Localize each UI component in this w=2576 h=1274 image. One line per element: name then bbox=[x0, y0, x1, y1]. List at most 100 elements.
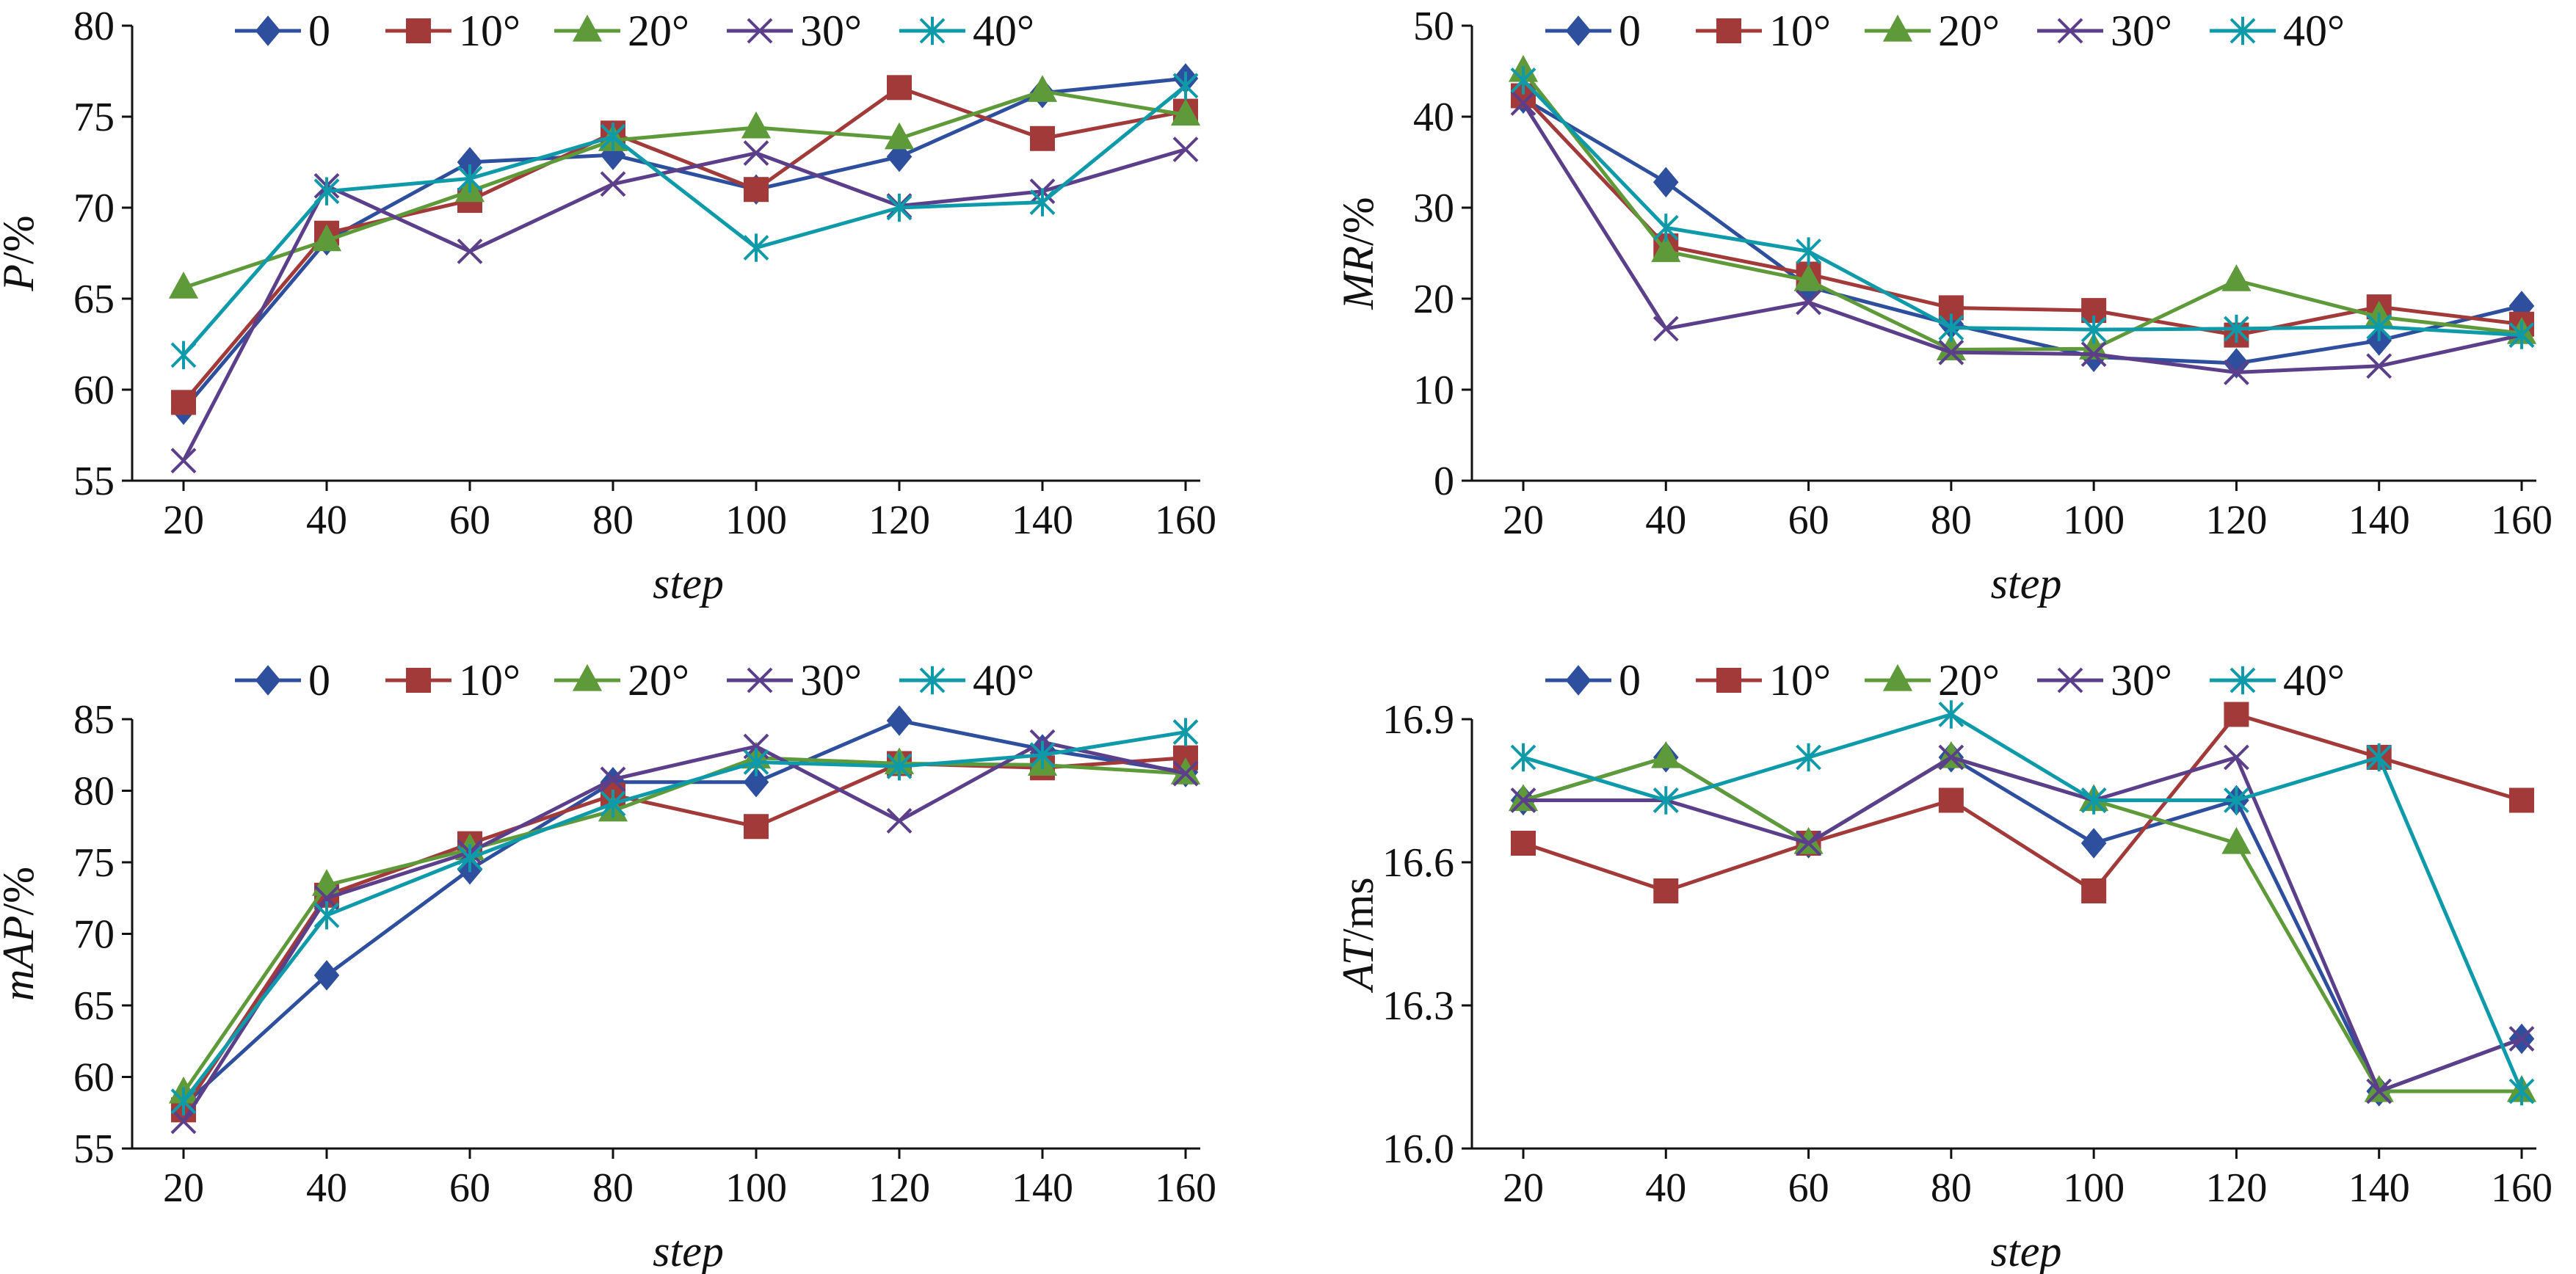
x-tick-label: 120 bbox=[868, 498, 930, 543]
series-line bbox=[183, 89, 1186, 290]
data-point bbox=[1508, 784, 1539, 812]
data-point bbox=[887, 75, 912, 101]
legend-marker bbox=[919, 16, 946, 46]
data-point bbox=[1172, 718, 1199, 746]
data-point bbox=[743, 748, 769, 776]
x-tick-label: 160 bbox=[2491, 1165, 2553, 1211]
legend-label: 10° bbox=[459, 656, 520, 705]
legend-marker bbox=[2057, 667, 2083, 694]
legend-label: 0 bbox=[1619, 7, 1641, 55]
legend-marker bbox=[747, 667, 773, 694]
legend: 0 10° 20° 30° 40° bbox=[235, 7, 1034, 55]
legend-label: 20° bbox=[628, 656, 689, 705]
x-tick-label: 40 bbox=[306, 1165, 347, 1211]
data-point bbox=[2080, 786, 2107, 815]
series-line bbox=[182, 84, 1187, 357]
x-tick-label: 20 bbox=[1503, 1165, 1544, 1211]
series-line bbox=[1521, 102, 2522, 374]
y-axis-title: P/% bbox=[0, 215, 43, 291]
legend-label: 10° bbox=[1769, 656, 1831, 705]
series-20deg bbox=[168, 75, 1201, 299]
data-point bbox=[1029, 740, 1056, 769]
series-20deg bbox=[1508, 54, 2537, 361]
x-tick-label: 140 bbox=[2348, 498, 2410, 543]
x-tick-label: 40 bbox=[1645, 498, 1686, 543]
data-point bbox=[2508, 321, 2535, 349]
legend-label: 20° bbox=[1938, 7, 2000, 55]
legend-marker bbox=[1882, 663, 1913, 691]
series-line bbox=[1523, 713, 2524, 1092]
legend-label: 40° bbox=[2283, 7, 2345, 55]
data-point bbox=[886, 141, 913, 172]
data-point bbox=[2366, 743, 2392, 772]
legend-label: 40° bbox=[973, 7, 1034, 55]
series-line bbox=[182, 85, 1186, 404]
legend-marker bbox=[1565, 15, 1592, 46]
y-axis-symbol: MR bbox=[1334, 246, 1382, 310]
data-point bbox=[884, 122, 915, 150]
data-point bbox=[170, 341, 197, 370]
series-40deg bbox=[170, 71, 1199, 370]
x-axis-title: step bbox=[1991, 1227, 2062, 1274]
data-point bbox=[743, 233, 769, 262]
legend-marker bbox=[2057, 18, 2083, 44]
legend-marker bbox=[406, 18, 431, 43]
y-tick-label: 80 bbox=[73, 4, 115, 49]
legend-marker bbox=[572, 663, 603, 691]
data-point bbox=[1652, 786, 1679, 815]
data-point bbox=[2224, 744, 2249, 771]
data-point bbox=[744, 814, 769, 840]
x-tick-label: 160 bbox=[1155, 1165, 1216, 1211]
data-point bbox=[1652, 167, 1679, 198]
data-point bbox=[886, 193, 913, 222]
series-40deg bbox=[1510, 66, 2535, 349]
data-point bbox=[2224, 314, 2249, 343]
legend-marker bbox=[1565, 665, 1592, 696]
legend-marker bbox=[1882, 14, 1913, 42]
data-point bbox=[1510, 743, 1536, 772]
data-point bbox=[2508, 1077, 2535, 1106]
data-point bbox=[600, 766, 626, 793]
data-point bbox=[741, 111, 772, 139]
x-axis-title: step bbox=[1991, 559, 2062, 608]
series-10deg bbox=[1511, 702, 2534, 903]
y-tick-label: 16.0 bbox=[1382, 1126, 1454, 1172]
data-point bbox=[1030, 125, 1055, 151]
data-point bbox=[2080, 315, 2107, 344]
x-tick-label: 100 bbox=[725, 1165, 787, 1211]
y-tick-label: 75 bbox=[73, 95, 115, 140]
y-tick-label: 65 bbox=[73, 277, 115, 322]
legend-label: 30° bbox=[2111, 656, 2172, 705]
data-point bbox=[457, 843, 483, 873]
series-line bbox=[181, 740, 1186, 1123]
data-point bbox=[600, 123, 626, 151]
y-axis-symbol: mAP bbox=[0, 916, 43, 1002]
legend: 0 10° 20° 30° 40° bbox=[235, 656, 1034, 705]
y-tick-label: 55 bbox=[73, 459, 115, 504]
data-point bbox=[1938, 313, 1964, 342]
y-tick-label: 55 bbox=[73, 1126, 115, 1172]
legend-label: 40° bbox=[2283, 656, 2345, 705]
x-tick-label: 20 bbox=[163, 1165, 204, 1211]
x-tick-label: 140 bbox=[1012, 1165, 1073, 1211]
data-point bbox=[1170, 98, 1201, 126]
chart-3: 55 60 65 70 75 80 85 20 40 60 80 100 120 140 160 step mA… bbox=[0, 656, 1216, 1274]
data-point bbox=[743, 140, 769, 167]
x-tick-label: 80 bbox=[592, 498, 634, 543]
x-tick-label: 120 bbox=[2205, 498, 2267, 543]
data-point bbox=[170, 1108, 197, 1135]
data-point bbox=[168, 272, 199, 299]
y-axis-title: mAP/% bbox=[0, 867, 43, 1001]
data-point bbox=[457, 164, 483, 193]
x-tick-label: 60 bbox=[449, 498, 490, 543]
x-tick-label: 20 bbox=[1503, 498, 1544, 543]
x-tick-label: 160 bbox=[1155, 498, 1216, 543]
y-tick-label: 60 bbox=[73, 368, 115, 413]
legend-marker bbox=[2229, 666, 2256, 695]
x-tick-label: 40 bbox=[1645, 1165, 1686, 1211]
series-10deg bbox=[171, 745, 1198, 1123]
data-point bbox=[171, 390, 196, 415]
data-point bbox=[2080, 828, 2107, 859]
chart-1: 55 60 65 70 75 80 20 40 60 80 100 120 140 160 step P/% 0… bbox=[0, 4, 1216, 608]
